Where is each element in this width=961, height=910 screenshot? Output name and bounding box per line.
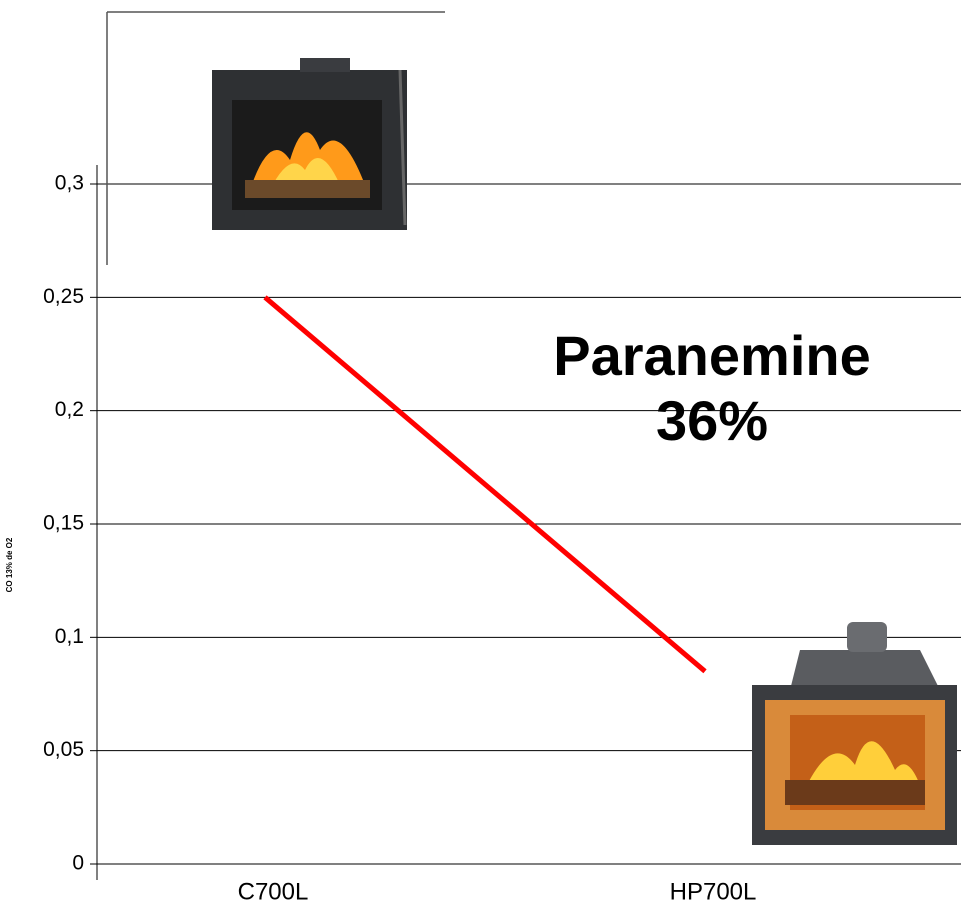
x-tick-label: HP700L bbox=[670, 878, 757, 905]
chart: 0 0,05 0,1 0,15 0,2 0,25 0,3 C700L HP700L Parane… bbox=[0, 0, 961, 910]
y-tick-label: 0,3 bbox=[55, 172, 84, 195]
y-tick-label: 0,2 bbox=[55, 398, 84, 421]
y-tick-label: 0,25 bbox=[43, 285, 84, 308]
x-tick-label: C700L bbox=[238, 878, 309, 905]
y-tick-label: 0,1 bbox=[55, 625, 84, 648]
stove-image-top bbox=[107, 12, 445, 265]
y-tick-label: 0 bbox=[72, 852, 84, 875]
y-axis-label: CO 13% de O2 bbox=[5, 537, 14, 592]
y-tick-label: 0,15 bbox=[43, 512, 84, 535]
y-tick-label: 0,05 bbox=[43, 738, 84, 761]
annotation: 36% bbox=[656, 389, 768, 452]
stove-image-bottom bbox=[752, 622, 957, 845]
annotation: Paranemine bbox=[553, 324, 871, 387]
